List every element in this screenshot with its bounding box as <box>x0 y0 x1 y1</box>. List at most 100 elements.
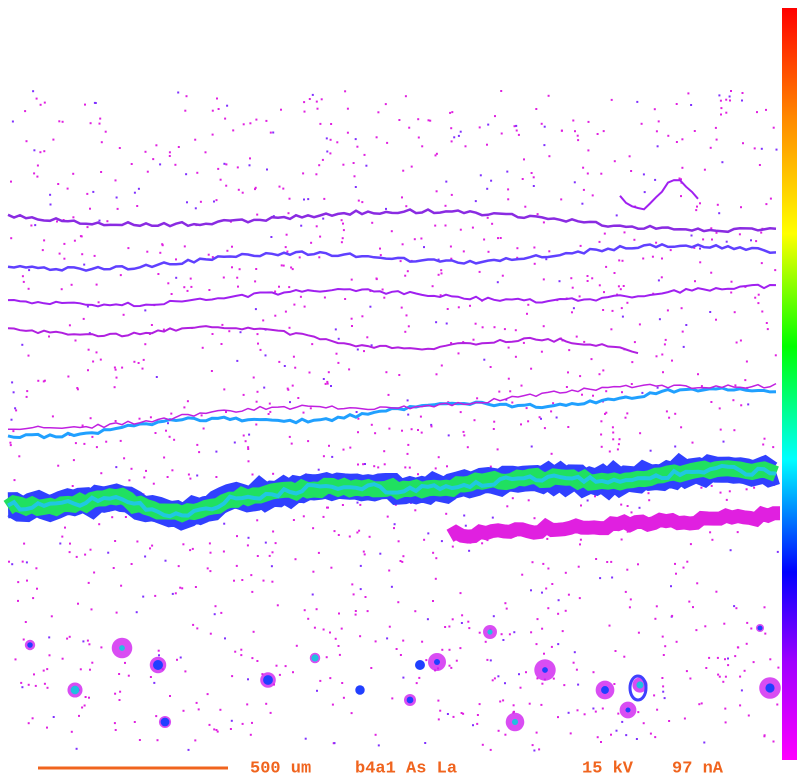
speck <box>474 419 476 421</box>
speck <box>316 225 318 227</box>
speck <box>776 704 778 706</box>
speck <box>761 311 763 313</box>
speck <box>507 198 509 200</box>
speck <box>691 235 693 237</box>
speck <box>249 122 251 124</box>
speck <box>136 611 138 613</box>
speck <box>269 555 271 557</box>
speck <box>82 640 84 642</box>
speck <box>310 242 312 244</box>
speck <box>309 372 311 374</box>
speck <box>408 325 410 327</box>
speck <box>533 185 535 187</box>
speck <box>724 708 726 710</box>
speck <box>145 151 147 153</box>
speck <box>364 463 366 465</box>
speck <box>602 708 604 710</box>
speck <box>369 536 371 538</box>
speck <box>543 144 545 146</box>
speck <box>22 561 24 563</box>
speck <box>247 678 249 680</box>
blob-core <box>636 681 643 688</box>
speck <box>463 515 465 517</box>
speck <box>548 155 550 157</box>
speck <box>190 278 192 280</box>
speck <box>587 275 589 277</box>
speck <box>447 308 449 310</box>
speck <box>617 713 619 715</box>
speck <box>123 314 125 316</box>
speck <box>710 401 712 403</box>
speck <box>476 397 478 399</box>
speck <box>154 595 156 597</box>
speck <box>391 697 393 699</box>
speck <box>289 436 291 438</box>
speck <box>497 448 499 450</box>
speck <box>89 208 91 210</box>
speck <box>67 188 69 190</box>
speck <box>524 206 526 208</box>
speck <box>570 732 572 734</box>
speck <box>744 379 746 381</box>
speck <box>551 453 553 455</box>
speck <box>272 132 274 134</box>
speck <box>544 427 546 429</box>
speck <box>576 336 578 338</box>
speck <box>280 109 282 111</box>
speck <box>326 381 328 383</box>
speck <box>365 165 367 167</box>
speck <box>371 222 373 224</box>
speck <box>46 727 48 729</box>
speck <box>502 699 504 701</box>
speck <box>504 602 506 604</box>
speck <box>476 723 478 725</box>
speck <box>238 189 240 191</box>
speck <box>326 656 328 658</box>
speck <box>173 439 175 441</box>
speck <box>599 241 601 243</box>
speck <box>541 683 543 685</box>
speck <box>30 225 32 227</box>
speck <box>106 220 108 222</box>
speck <box>750 628 752 630</box>
speck <box>613 683 615 685</box>
speck <box>100 472 102 474</box>
speck <box>125 516 127 518</box>
speck <box>169 155 171 157</box>
speck <box>178 565 180 567</box>
speck <box>167 476 169 478</box>
speck <box>644 191 646 193</box>
speck <box>572 120 574 122</box>
speck <box>400 560 402 562</box>
speck <box>597 133 599 135</box>
speck <box>755 240 757 242</box>
speck <box>231 246 233 248</box>
speck <box>134 192 136 194</box>
speck <box>155 432 157 434</box>
speck <box>681 138 683 140</box>
speck <box>339 654 341 656</box>
speck <box>143 359 145 361</box>
element-map: 500 um b4a1 As La 15 kV 97 nA <box>0 0 799 776</box>
speck <box>355 610 357 612</box>
speck <box>21 344 23 346</box>
speck <box>532 744 534 746</box>
speck <box>11 563 13 565</box>
speck <box>477 714 479 716</box>
speck <box>83 443 85 445</box>
speck <box>47 687 49 689</box>
speck <box>316 101 318 103</box>
speck <box>739 233 741 235</box>
speck <box>541 351 543 353</box>
speck <box>674 563 676 565</box>
speck <box>96 446 98 448</box>
speck <box>561 130 563 132</box>
speck <box>567 426 569 428</box>
speck <box>705 667 707 669</box>
speck <box>208 289 210 291</box>
speck <box>469 305 471 307</box>
blob-core <box>625 707 630 712</box>
speck <box>421 641 423 643</box>
speck <box>725 676 727 678</box>
speck <box>84 104 86 106</box>
